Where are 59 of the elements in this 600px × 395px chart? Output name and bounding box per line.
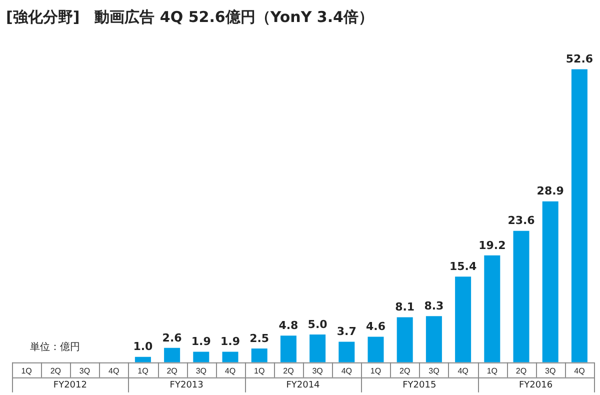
bar [426, 316, 442, 362]
chart-title: [強化分野] 動画広告 4Q 52.6億円（YonY 3.4倍） [6, 8, 374, 27]
text: FY2014 [286, 380, 320, 391]
x-tick-label: 3Q [312, 366, 323, 376]
data-label: 28.9 [536, 184, 564, 198]
x-tick-label: 1Q [370, 366, 382, 376]
text: FY2013 [170, 380, 204, 391]
x-tick-label: 2Q [166, 366, 178, 376]
data-label: 4.6 [366, 320, 386, 334]
x-tick-label: 4Q [341, 366, 352, 376]
bar [338, 342, 355, 362]
text: FY2016 [519, 380, 553, 391]
x-tick-label: 4Q [108, 366, 120, 376]
x-tick-label: 4Q [224, 366, 236, 376]
bar [193, 352, 210, 362]
x-tick-label: 1Q [138, 366, 148, 376]
text: FY2012 [53, 380, 87, 391]
data-label: 2.5 [250, 332, 270, 345]
x-tick-label: 3Q [428, 366, 440, 376]
bar [222, 352, 238, 362]
bar [164, 348, 180, 362]
data-label: 3.7 [336, 325, 356, 338]
x-tick-label: 2Q [283, 366, 294, 376]
data-label: 19.2 [478, 238, 506, 252]
bar [280, 336, 296, 362]
x-tick-label: 3Q [545, 366, 556, 376]
data-label: 8.1 [395, 300, 415, 314]
data-label: 23.6 [508, 214, 536, 228]
bar [542, 201, 558, 362]
bar [484, 255, 500, 362]
bar [396, 317, 413, 362]
bar [571, 69, 588, 362]
x-tick-label: 4Q [458, 366, 468, 376]
x-tick-label: 3Q [196, 366, 206, 376]
bar [455, 276, 472, 362]
text: FY2015 [402, 380, 436, 391]
bar [134, 356, 151, 362]
data-label: 1.9 [191, 335, 211, 348]
data-label: 15.4 [449, 260, 477, 273]
data-label: 1.0 [133, 340, 154, 354]
annotation: 単位：億円 [30, 340, 80, 354]
bar [368, 336, 384, 362]
x-tick-label: 2Q [516, 366, 527, 376]
x-tick-label: 3Q [79, 366, 90, 376]
x-tick-label: 1Q [254, 366, 265, 376]
x-tick-label: 2Q [50, 366, 61, 376]
bar [310, 334, 326, 362]
data-label: 5.0 [308, 318, 328, 331]
bar [513, 230, 530, 362]
data-label: 1.9 [220, 335, 240, 348]
x-tick-label: 1Q [21, 366, 32, 376]
x-tick-label: 4Q [574, 366, 585, 376]
data-label: 2.6 [162, 331, 182, 344]
bar [251, 348, 268, 362]
x-tick-label: 2Q [400, 366, 410, 376]
data-label: 52.6 [566, 52, 594, 66]
data-label: 4.8 [278, 319, 298, 332]
x-tick-label: 1Q [486, 366, 498, 376]
data-label: 8.3 [424, 300, 444, 312]
